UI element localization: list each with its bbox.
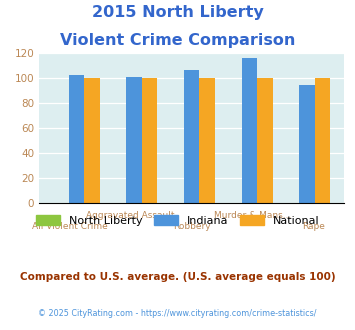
Bar (84, 78, 100, 203)
Text: Murder & Mans...: Murder & Mans... (214, 211, 291, 220)
Text: 2015 North Liberty: 2015 North Liberty (92, 5, 263, 20)
Bar (200, 78, 215, 203)
Text: © 2025 CityRating.com - https://www.cityrating.com/crime-statistics/: © 2025 CityRating.com - https://www.city… (38, 309, 317, 317)
Text: Rape: Rape (302, 222, 325, 231)
Bar (69, 75, 84, 203)
Bar (242, 58, 257, 203)
Legend: North Liberty, Indiana, National: North Liberty, Indiana, National (31, 211, 324, 230)
Text: Violent Crime Comparison: Violent Crime Comparison (60, 33, 295, 48)
Bar (299, 85, 315, 203)
Bar (126, 77, 142, 203)
Bar (184, 70, 200, 203)
Text: Aggravated Assault: Aggravated Assault (86, 211, 175, 220)
Bar (142, 78, 157, 203)
Text: Compared to U.S. average. (U.S. average equals 100): Compared to U.S. average. (U.S. average … (20, 272, 335, 282)
Bar (315, 78, 331, 203)
Bar (257, 78, 273, 203)
Text: All Violent Crime: All Violent Crime (32, 222, 108, 231)
Text: Robbery: Robbery (173, 222, 211, 231)
